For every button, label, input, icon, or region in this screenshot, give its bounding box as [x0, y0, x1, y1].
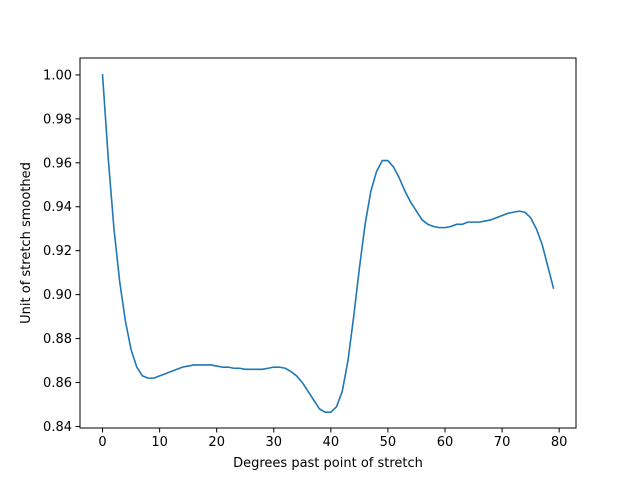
y-tick-label: 0.86: [43, 376, 72, 391]
x-tick-label: 30: [266, 435, 283, 450]
y-tick-label: 0.98: [43, 112, 72, 127]
y-axis: 0.84 0.86 0.88 0.90 0.92 0.94 0.96 0.98 1.00: [43, 68, 80, 435]
x-tick-label: 50: [380, 435, 397, 450]
x-tick-label: 20: [208, 435, 225, 450]
y-tick-label: 0.96: [43, 156, 72, 171]
x-axis-label: Degrees past point of stretch: [233, 456, 423, 471]
x-tick-label: 60: [437, 435, 454, 450]
plot-area: [101, 74, 555, 413]
y-tick-label: 0.84: [43, 420, 72, 435]
x-tick-label: 70: [494, 435, 511, 450]
series-line-0: [101, 74, 555, 413]
y-tick-label: 0.90: [43, 288, 72, 303]
x-tick-label: 0: [98, 435, 106, 450]
plot-frame: [79, 57, 577, 429]
y-axis-label: Unit of stretch smoothed: [19, 162, 34, 324]
x-tick-label: 40: [323, 435, 340, 450]
x-axis: 0 10 20 30 40 50 60 70 80: [98, 428, 567, 450]
y-tick-label: 0.94: [43, 200, 72, 215]
x-tick-label: 10: [151, 435, 168, 450]
x-tick-label: 80: [551, 435, 568, 450]
y-tick-label: 0.92: [43, 244, 72, 259]
y-tick-label: 1.00: [43, 68, 72, 83]
y-tick-label: 0.88: [43, 332, 72, 347]
